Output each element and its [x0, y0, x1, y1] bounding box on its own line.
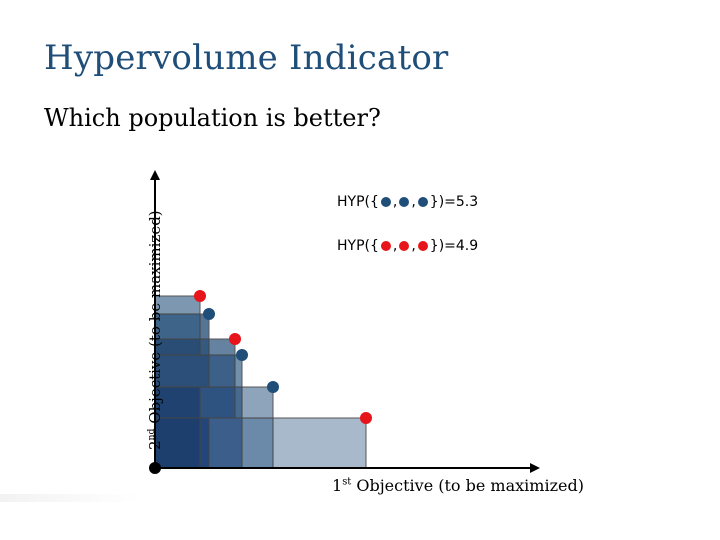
red-dot-icon: [380, 241, 391, 251]
red-point: [229, 333, 241, 345]
footer-bar: [0, 494, 140, 502]
overlap-region-rect: [154, 417, 201, 469]
slide-subtitle: Which population is better?: [44, 104, 381, 132]
blue-point: [203, 308, 215, 320]
blue-point: [236, 349, 248, 361]
y-axis-label: 2nd Objective (to be maximized): [146, 210, 164, 450]
red-dot-icon: [399, 241, 410, 251]
slide-title: Hypervolume Indicator: [44, 38, 449, 78]
red-dot-icon: [417, 241, 428, 251]
x-axis-label: 1st Objective (to be maximized): [332, 476, 584, 495]
blue-point: [267, 381, 279, 393]
red-point: [360, 412, 372, 424]
hyp-blue-formula: HYP({,,})=5.3: [337, 194, 479, 210]
red-point: [194, 290, 206, 302]
blue-dot-icon: [417, 197, 428, 207]
blue-dot-icon: [399, 197, 410, 207]
reference-point: [149, 462, 161, 474]
blue-dot-icon: [380, 197, 391, 207]
hyp-red-formula: HYP({,,})=4.9: [337, 238, 479, 254]
